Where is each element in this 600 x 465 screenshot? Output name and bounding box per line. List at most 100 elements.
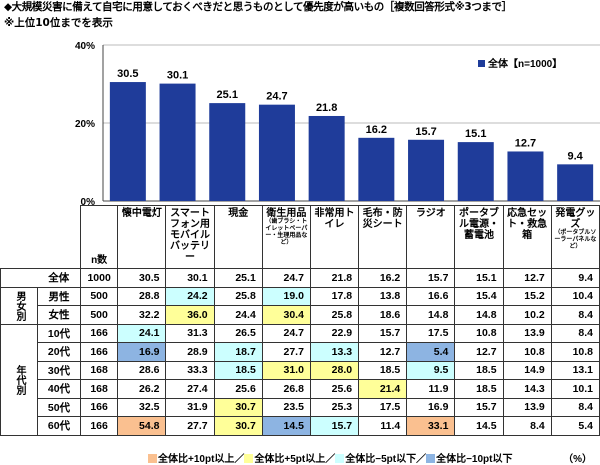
table-cell: 14.5 [454, 416, 504, 436]
table-cell: 15.4 [454, 286, 504, 306]
table-cell: 9.4 [550, 268, 600, 288]
table-cell: 24.1 [117, 323, 167, 343]
table-cell: 18.5 [454, 360, 504, 380]
data-label: 12.7 [515, 137, 536, 149]
table-cell: 25.1 [213, 268, 263, 288]
legend-item-label: 全体比−5pt以下／ [345, 454, 427, 465]
table-cell: 22.9 [309, 323, 360, 343]
table-cell: 25.3 [309, 397, 360, 417]
group-cell [0, 268, 38, 288]
table-cell: 16.6 [406, 286, 456, 306]
table-cell: 27.7 [261, 342, 311, 362]
row-label: 女性 [37, 305, 81, 325]
bar [258, 104, 295, 201]
bar [209, 103, 246, 201]
data-label: 30.5 [117, 68, 138, 80]
table-row: 20代 166 16.9 28.9 18.7 27.7 13.3 12.7 5.4 12.7 10.… [1, 342, 600, 362]
table-cell: 16.2 [358, 268, 408, 288]
row-label: 男性 [37, 286, 81, 306]
table-cell: 25.6 [213, 379, 263, 399]
table-cell: 12.7 [502, 268, 552, 288]
table-cell: 21.8 [309, 268, 360, 288]
table-cell: 28.9 [165, 342, 215, 362]
table-cell: 8.4 [550, 305, 600, 325]
table-cell: 5.4 [550, 416, 600, 436]
bar-chart: 0% 20% 40% 30.5 30.1 25.1 24.7 21.8 16.2 15.7 15.1… [75, 41, 600, 205]
legend-item-label: 全体比−10pt以下 [436, 454, 513, 465]
column-header-label: 応急セット・救急箱 [507, 208, 548, 241]
table-cell: 11.9 [406, 379, 456, 399]
table-cell: 23.5 [261, 397, 311, 417]
column-header: スマートフォン用モバイルバッテリー [165, 205, 215, 269]
table-cell: 14.3 [502, 379, 552, 399]
table-cell: 18.6 [358, 305, 408, 325]
table-cell: 24.2 [165, 286, 215, 306]
chart-subtitle: ※上位10位までを表示 [4, 17, 113, 29]
table-cell: 30.7 [213, 397, 263, 417]
n-header: n数 [79, 205, 119, 269]
table-cell: 15.7 [454, 397, 504, 417]
table-cell: 10.8 [454, 323, 504, 343]
table-cell: 24.7 [261, 323, 311, 343]
table-cell: 27.4 [165, 379, 215, 399]
table-cell: 27.7 [165, 416, 215, 436]
data-label: 16.2 [366, 124, 387, 136]
column-header-label: 発電グッズ [555, 208, 596, 230]
table-cell: 28.6 [117, 360, 167, 380]
row-label: 10代 [37, 323, 81, 343]
table-row: 60代 166 54.8 27.7 30.7 14.5 15.7 11.4 33.1 14.5 8.… [1, 416, 600, 436]
column-header-label: 毛布・防災シート [362, 208, 403, 230]
column-header-note: （ポータブルソーラーパネルなど） [554, 230, 597, 250]
row-label: 50代 [37, 397, 81, 417]
table-cell: 13.3 [309, 342, 360, 362]
bar [358, 137, 395, 201]
table-cell: 14.9 [502, 360, 552, 380]
table-row: 女性 500 32.2 36.0 24.4 30.4 25.8 18.6 14.8 14.8 10.… [1, 305, 600, 325]
column-header: 非常用トイレ [309, 205, 360, 269]
table-row: 年代別 10代 166 24.1 31.3 26.5 24.7 22.9 15.7 17.5 10.… [0, 323, 600, 436]
table-cell: 32.5 [117, 397, 167, 417]
table-cell: 18.5 [213, 360, 263, 380]
table-cell: 10.8 [502, 342, 552, 362]
data-label: 15.1 [465, 128, 486, 140]
column-header: 懐中電灯 [117, 205, 167, 269]
table-row: 40代 168 26.2 27.4 25.6 26.8 25.6 21.4 11.9 18.5 14… [1, 379, 600, 399]
column-header-label: ラジオ [415, 208, 446, 219]
table-cell: 8.4 [502, 416, 552, 436]
bar [457, 142, 494, 201]
legend-swatch [244, 454, 254, 463]
table-cell: 15.7 [406, 268, 456, 288]
bar [408, 139, 445, 201]
data-label: 24.7 [266, 91, 287, 103]
table-cell: 13.9 [502, 323, 552, 343]
table-cell: 15.7 [358, 323, 408, 343]
legend-item-label: 全体比+5pt以上／ [254, 454, 336, 465]
table-cell: 24.4 [213, 305, 263, 325]
table-cell: 5.4 [406, 342, 456, 362]
row-label: 60代 [37, 416, 81, 436]
data-label: 25.1 [217, 89, 238, 101]
legend-item-label: 全体比+10pt以上／ [158, 454, 245, 465]
table-cell: 17.8 [309, 286, 360, 306]
table-cell: 54.8 [117, 416, 167, 436]
table-cell: 10.4 [550, 286, 600, 306]
data-table: n数 懐中電灯 スマートフォン用モバイルバッテリー 現金 衛生用品 （歯ブラシ・トイレット… [0, 205, 600, 436]
legend-swatch [478, 60, 485, 67]
column-header-label: 懐中電灯 [121, 208, 162, 219]
y-tick-label: 20% [75, 119, 95, 130]
bar [109, 82, 146, 201]
table-cell: 13.1 [550, 360, 600, 380]
table-cell: 28.0 [309, 360, 360, 380]
unit-label: （%） [563, 454, 592, 465]
row-n: 1000 [79, 268, 119, 288]
table-cell: 21.4 [358, 379, 408, 399]
column-header-label: 衛生用品 [266, 208, 307, 219]
table-cell: 13.9 [502, 397, 552, 417]
legend-swatch [426, 454, 436, 463]
table-cell: 31.0 [261, 360, 311, 380]
table-cell: 8.4 [550, 323, 600, 343]
data-label: 9.4 [568, 150, 584, 162]
table-cell: 9.5 [406, 360, 456, 380]
column-header-label: ポータブル電源・蓄電池 [458, 208, 499, 241]
